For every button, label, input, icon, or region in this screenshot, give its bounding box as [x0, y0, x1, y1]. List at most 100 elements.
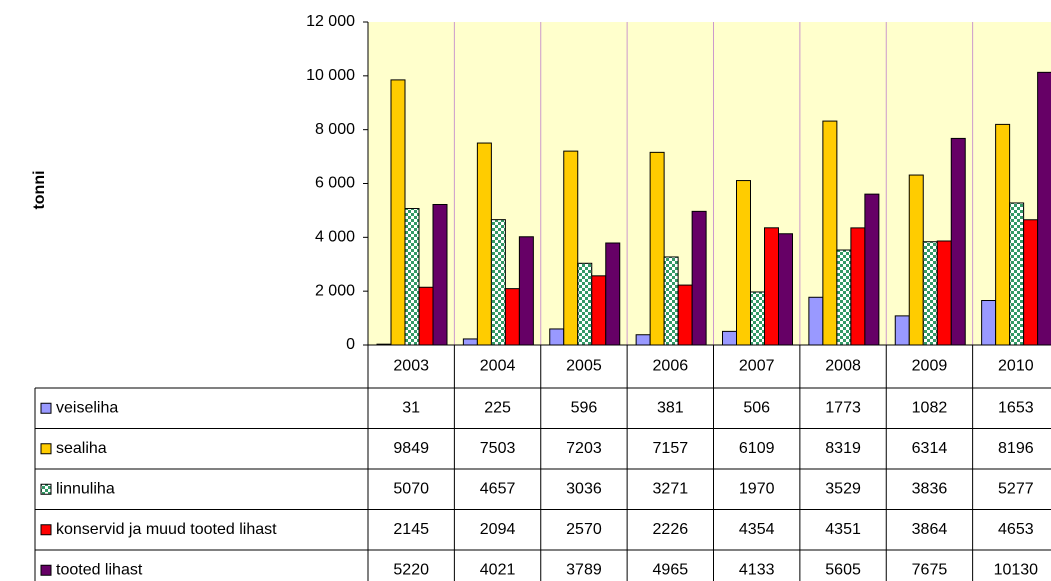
bar — [722, 330, 737, 346]
table-value: 1773 — [825, 399, 861, 416]
table-value: 2094 — [480, 521, 516, 538]
legend-label: linnuliha — [56, 480, 115, 497]
table-value: 5277 — [998, 480, 1034, 497]
bar — [390, 79, 406, 346]
x-tick-label: 2005 — [566, 358, 602, 375]
table-value: 2145 — [393, 521, 429, 538]
bar — [922, 241, 938, 346]
bar — [950, 137, 966, 346]
bar — [476, 142, 492, 346]
table-value: 5220 — [393, 561, 429, 578]
bar — [836, 249, 852, 346]
table-value: 381 — [657, 399, 684, 416]
table-value: 1970 — [739, 480, 775, 497]
bar — [1037, 71, 1051, 346]
bar — [1023, 219, 1039, 346]
table-value: 31 — [402, 399, 420, 416]
table-value: 4965 — [653, 561, 689, 578]
y-tick-label: 2 000 — [315, 282, 355, 299]
bar — [577, 262, 593, 346]
table-value: 8319 — [825, 440, 861, 457]
table-value: 3836 — [912, 480, 948, 497]
bar — [404, 208, 420, 346]
legend-swatch — [40, 402, 52, 414]
x-tick-label: 2007 — [739, 358, 775, 375]
table-value: 4021 — [480, 561, 516, 578]
table-value: 4351 — [825, 521, 861, 538]
bar — [778, 233, 793, 346]
bar — [936, 240, 952, 346]
y-tick-label: 4 000 — [315, 229, 355, 246]
table-value: 5070 — [393, 480, 429, 497]
table-value: 4657 — [480, 480, 516, 497]
legend-label: konservid ja muud tooted lihast — [56, 521, 277, 538]
table-value: 1082 — [912, 399, 948, 416]
bar — [981, 300, 997, 346]
legend-swatch — [40, 483, 52, 495]
legend-swatch — [40, 443, 52, 455]
bar — [605, 242, 621, 346]
bar — [591, 275, 607, 346]
table-value: 10130 — [994, 561, 1039, 578]
x-tick-label: 2003 — [393, 358, 429, 375]
bar — [504, 288, 520, 346]
table-value: 4133 — [739, 561, 775, 578]
table-value: 225 — [484, 399, 511, 416]
legend-label: veiseliha — [56, 399, 118, 416]
table-value: 2226 — [653, 521, 689, 538]
x-tick-label: 2004 — [480, 358, 516, 375]
bar — [908, 174, 924, 346]
bar — [750, 291, 765, 346]
bar — [808, 296, 824, 346]
table-value: 5605 — [825, 561, 861, 578]
table-value: 3529 — [825, 480, 861, 497]
x-tick-label: 2009 — [912, 358, 948, 375]
bar — [649, 151, 665, 346]
y-tick-label: 0 — [346, 336, 355, 353]
y-tick-label: 10 000 — [306, 67, 355, 84]
bar — [432, 203, 448, 346]
table-value: 8196 — [998, 440, 1034, 457]
table-value: 506 — [743, 399, 770, 416]
bar — [736, 180, 751, 346]
table-value: 2570 — [566, 521, 602, 538]
x-tick-label: 2010 — [998, 358, 1034, 375]
bar — [549, 328, 565, 346]
bar — [1009, 202, 1025, 346]
bar — [894, 315, 910, 346]
bar — [518, 236, 534, 346]
table-value: 7157 — [653, 440, 689, 457]
table-value: 3271 — [653, 480, 689, 497]
table-value: 6314 — [912, 440, 948, 457]
bar — [822, 120, 838, 346]
bar — [563, 150, 579, 346]
legend-swatch — [40, 524, 52, 536]
table-value: 7675 — [912, 561, 948, 578]
x-tick-label: 2008 — [825, 358, 861, 375]
bar — [490, 219, 506, 346]
x-tick-label: 2006 — [653, 358, 689, 375]
bar — [691, 210, 707, 346]
y-tick-label: 6 000 — [315, 175, 355, 192]
table-value: 4653 — [998, 521, 1034, 538]
bar — [663, 256, 679, 346]
y-axis-label: tonni — [31, 170, 48, 209]
legend-label: sealiha — [56, 440, 107, 457]
legend-swatch — [40, 564, 52, 576]
table-value: 596 — [571, 399, 598, 416]
bar — [635, 334, 651, 346]
y-tick-label: 12 000 — [306, 13, 355, 30]
bar — [764, 227, 779, 346]
table-value: 3864 — [912, 521, 948, 538]
bar — [462, 338, 478, 346]
y-tick-label: 8 000 — [315, 121, 355, 138]
table-value: 7503 — [480, 440, 516, 457]
bar — [995, 123, 1011, 346]
bar — [850, 227, 866, 346]
table-value: 4354 — [739, 521, 775, 538]
table-value: 3036 — [566, 480, 602, 497]
table-value: 3789 — [566, 561, 602, 578]
table-value: 7203 — [566, 440, 602, 457]
table-value: 1653 — [998, 399, 1034, 416]
